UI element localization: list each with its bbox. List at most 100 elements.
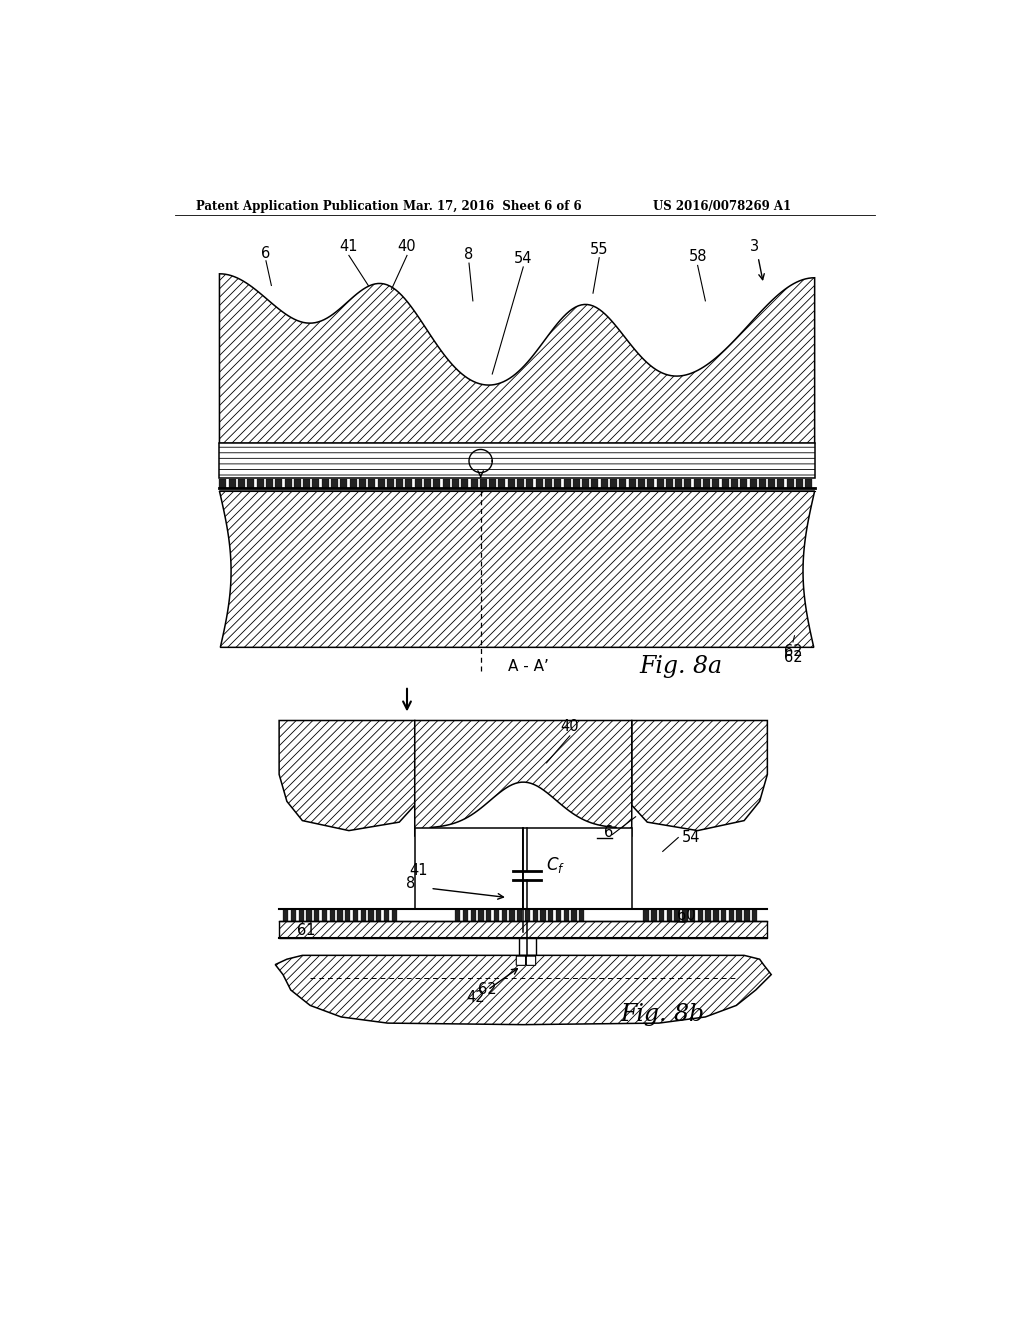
Bar <box>299 909 304 921</box>
Bar <box>424 479 431 488</box>
Bar <box>275 479 283 488</box>
Polygon shape <box>415 721 632 836</box>
Bar <box>667 909 672 921</box>
Bar <box>536 479 543 488</box>
Bar <box>786 479 794 488</box>
Bar <box>643 909 649 921</box>
Text: Fig. 8a: Fig. 8a <box>640 655 723 678</box>
Text: 42: 42 <box>467 990 485 1006</box>
Bar <box>713 479 719 488</box>
Text: 61: 61 <box>297 923 315 939</box>
Text: 58: 58 <box>688 249 707 264</box>
Bar <box>340 479 347 488</box>
Text: 41: 41 <box>340 239 358 255</box>
Text: US 2016/0078269 A1: US 2016/0078269 A1 <box>653 199 792 213</box>
Bar <box>740 479 748 488</box>
Bar <box>228 479 236 488</box>
Bar <box>345 909 350 921</box>
Bar <box>620 479 627 488</box>
Bar <box>331 479 338 488</box>
Bar <box>283 909 289 921</box>
Bar <box>369 909 374 921</box>
Text: 60: 60 <box>677 908 695 923</box>
Bar <box>579 909 585 921</box>
Bar <box>280 921 767 937</box>
Text: 62: 62 <box>478 982 497 998</box>
Bar <box>796 479 803 488</box>
Bar <box>768 479 775 488</box>
Polygon shape <box>275 956 771 1024</box>
Bar <box>736 909 741 921</box>
Bar <box>703 479 710 488</box>
Bar <box>518 937 536 956</box>
Text: $C_f$: $C_f$ <box>547 855 565 875</box>
Bar <box>406 479 413 488</box>
Bar <box>378 479 385 488</box>
Polygon shape <box>219 491 815 647</box>
Bar <box>369 479 375 488</box>
Bar <box>706 909 711 921</box>
Bar <box>330 909 335 921</box>
Text: 54: 54 <box>682 830 700 845</box>
Bar <box>509 909 515 921</box>
Bar <box>463 909 468 921</box>
Bar <box>656 479 664 488</box>
Text: 6: 6 <box>261 246 270 260</box>
Bar <box>312 479 319 488</box>
Bar <box>682 909 687 921</box>
Text: 40: 40 <box>397 239 417 255</box>
Bar <box>322 909 328 921</box>
Bar <box>592 479 598 488</box>
Text: 3: 3 <box>750 239 759 255</box>
Bar <box>693 479 700 488</box>
Text: 40: 40 <box>560 719 579 734</box>
Bar <box>554 479 561 488</box>
Bar <box>651 909 656 921</box>
Polygon shape <box>280 721 415 830</box>
Bar <box>314 909 319 921</box>
Bar <box>387 479 394 488</box>
Bar <box>461 479 468 488</box>
Bar <box>563 909 569 921</box>
Bar <box>285 479 292 488</box>
Text: Patent Application Publication: Patent Application Publication <box>197 199 398 213</box>
Bar <box>478 909 483 921</box>
FancyBboxPatch shape <box>526 956 536 965</box>
Bar <box>322 479 329 488</box>
Bar <box>563 479 570 488</box>
Bar <box>349 479 356 488</box>
Text: 54: 54 <box>514 251 532 267</box>
Bar <box>384 909 389 921</box>
Bar <box>360 909 366 921</box>
Bar <box>729 909 734 921</box>
Bar <box>731 479 738 488</box>
Bar <box>541 909 546 921</box>
Bar <box>455 909 461 921</box>
Bar <box>526 479 534 488</box>
Bar <box>583 479 589 488</box>
Bar <box>684 479 691 488</box>
Bar <box>777 479 784 488</box>
Bar <box>523 829 632 909</box>
Text: Fig. 8b: Fig. 8b <box>621 1003 705 1026</box>
Bar <box>752 909 758 921</box>
Text: 41: 41 <box>410 863 428 878</box>
Polygon shape <box>632 721 767 830</box>
Bar <box>303 479 310 488</box>
Bar <box>805 479 812 488</box>
Bar <box>750 479 757 488</box>
Bar <box>359 479 366 488</box>
Bar <box>471 909 476 921</box>
Polygon shape <box>219 273 815 444</box>
Bar <box>306 909 311 921</box>
Bar <box>489 479 496 488</box>
Bar <box>219 479 226 488</box>
Bar <box>744 909 750 921</box>
Bar <box>647 479 654 488</box>
Bar <box>759 479 766 488</box>
Polygon shape <box>219 444 815 478</box>
Text: 62: 62 <box>783 649 802 665</box>
Bar <box>571 909 577 921</box>
Bar <box>548 909 554 921</box>
Text: 55: 55 <box>590 242 608 257</box>
